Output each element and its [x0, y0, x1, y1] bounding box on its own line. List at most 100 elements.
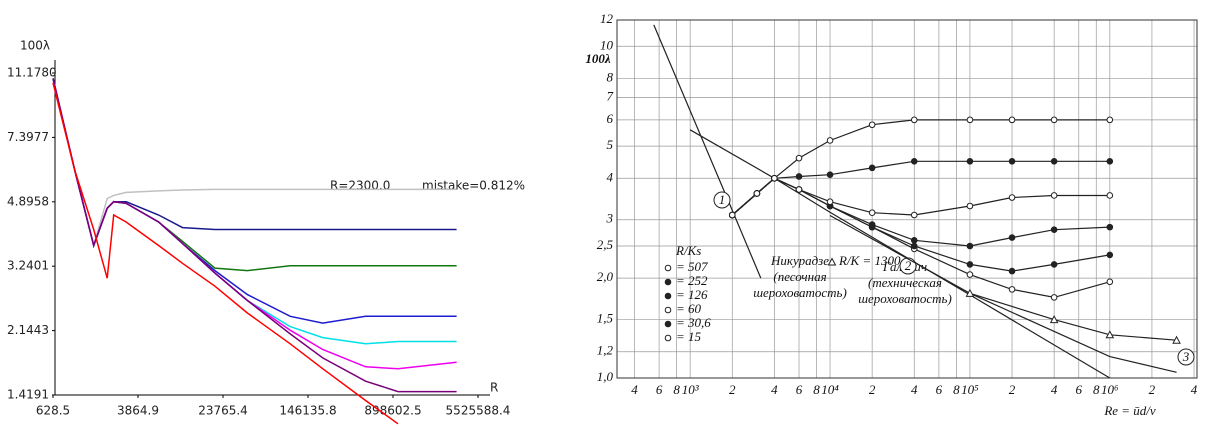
x-tick-label: 8	[1093, 382, 1100, 397]
y-tick-label: 10	[600, 37, 614, 52]
x-tick-label: 10³	[682, 382, 700, 397]
x-tick-label: 2	[1009, 382, 1016, 397]
marker	[1008, 116, 1016, 124]
x-tick-label: 6	[796, 382, 803, 397]
x-tick-label: 146135.8	[279, 404, 336, 418]
series-line	[52, 78, 457, 393]
annotation: (песочная	[773, 269, 826, 284]
marker	[1049, 315, 1059, 324]
y-tick-label: 8	[607, 69, 614, 84]
curve-label-circle	[1177, 348, 1195, 366]
marker	[728, 211, 736, 219]
curve-label: 2	[905, 258, 912, 273]
marker	[1106, 158, 1114, 165]
curve-label-circle	[899, 257, 917, 275]
series-line	[653, 24, 762, 279]
series-line	[52, 78, 457, 249]
y-tick-label: 11.1780	[7, 66, 57, 80]
annotation: шероховатость)	[858, 291, 952, 306]
curve-label: 1	[719, 192, 726, 207]
marker	[664, 264, 672, 272]
x-tick-label: 6	[656, 382, 663, 397]
y-tick-label: 7	[607, 89, 614, 104]
legend-label: = 15	[676, 329, 702, 344]
y-tick-label: 3.2401	[7, 259, 49, 273]
marker	[795, 186, 803, 193]
y-tick-label: 2,5	[597, 237, 614, 252]
marker	[1105, 330, 1115, 339]
marker	[826, 198, 834, 205]
x-tick-label: 23765.4	[198, 404, 248, 418]
marker	[664, 292, 672, 300]
legend-label: = 252	[676, 273, 708, 288]
marker	[966, 158, 974, 165]
y-tick-label: 3	[606, 211, 614, 226]
y-axis-label: 100λ	[585, 51, 611, 66]
marker	[1106, 251, 1114, 259]
x-tick-label: 6	[936, 382, 943, 397]
legend-title: R/Ks	[675, 243, 701, 258]
marker	[664, 320, 672, 328]
marker	[664, 278, 672, 286]
marker	[1008, 286, 1016, 293]
x-axis-label: R	[490, 381, 498, 395]
x-tick-label: 8	[673, 382, 680, 397]
marker	[1008, 158, 1016, 165]
annotation: (техническая	[868, 275, 942, 290]
x-tick-label: 10⁴	[821, 382, 839, 397]
x-tick-label: 4	[771, 382, 778, 397]
x-tick-label: 4	[631, 382, 638, 397]
marker	[1106, 116, 1114, 124]
y-tick-label: 4	[607, 169, 614, 184]
x-axis-label: Re = ūd/ν	[1103, 403, 1156, 418]
legend-label: = 126	[676, 287, 708, 302]
annotation: шероховатость)	[753, 285, 847, 300]
y-tick-label: 1,5	[597, 311, 614, 326]
x-tick-label: 10⁵	[961, 382, 979, 397]
annotation: R=2300.0	[330, 179, 390, 193]
marker	[1106, 192, 1114, 199]
legend-label: = 30,6	[676, 315, 711, 330]
marker	[1050, 261, 1058, 268]
marker	[795, 173, 803, 180]
left-chart: 11.1780 7.3977 4.8958 3.2401 2.1443 1.4191 628…	[7, 39, 525, 425]
series-line	[969, 292, 1177, 341]
y-tick-label: 1,0	[597, 369, 614, 384]
x-tick-label: 2	[729, 382, 736, 397]
marker	[966, 271, 974, 278]
marker	[1106, 223, 1114, 231]
x-tick-label: 2	[1149, 382, 1156, 397]
x-tick-label: 4	[1191, 382, 1198, 397]
legend-label: = 60	[676, 301, 702, 316]
marker	[966, 202, 974, 210]
x-tick-label: 6	[1076, 382, 1083, 397]
marker	[753, 190, 761, 197]
y-tick-label: 2.1443	[7, 323, 49, 337]
marker	[910, 158, 918, 165]
marker	[966, 116, 974, 124]
marker	[910, 211, 918, 219]
x-tick-label: 898602.5	[364, 404, 421, 418]
marker	[1050, 158, 1058, 165]
x-tick-label: 3864.9	[117, 404, 159, 418]
x-tick-label: 5525588.4	[446, 404, 511, 418]
plot-frame	[616, 19, 1198, 379]
y-tick-label: 6	[607, 111, 614, 126]
marker	[868, 121, 876, 129]
legend-label: = 507	[676, 259, 708, 274]
x-tick-label: 4	[1051, 382, 1058, 397]
marker	[868, 164, 876, 172]
annotation: mistake=0.812%	[422, 179, 525, 193]
marker	[1106, 278, 1114, 286]
y-axis-label: 100λ	[20, 39, 50, 53]
marker	[965, 288, 975, 297]
y-tick-label: 1.4191	[7, 388, 49, 402]
x-tick-label: 4	[911, 382, 918, 397]
series-line	[829, 214, 1177, 373]
marker	[868, 221, 876, 228]
series-line	[52, 82, 399, 425]
marker	[966, 261, 974, 268]
marker	[664, 334, 672, 342]
curve-label-circle	[713, 191, 731, 209]
